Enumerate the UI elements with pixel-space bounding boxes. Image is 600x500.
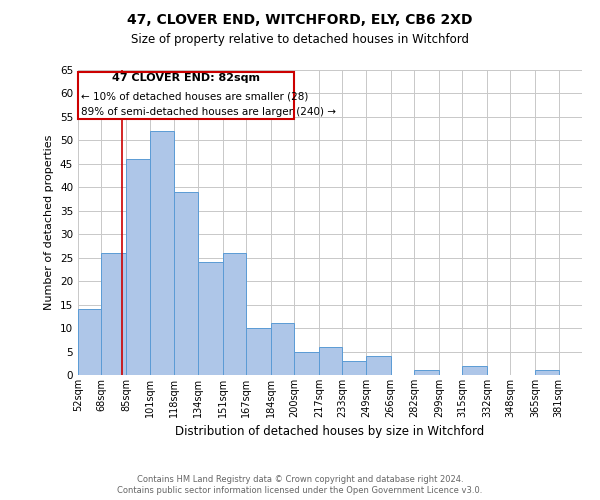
Text: 89% of semi-detached houses are larger (240) →: 89% of semi-detached houses are larger (… [81, 107, 336, 117]
Bar [414, 370, 439, 375]
Y-axis label: Number of detached properties: Number of detached properties [44, 135, 55, 310]
Bar [126, 159, 149, 375]
Text: Contains public sector information licensed under the Open Government Licence v3: Contains public sector information licen… [118, 486, 482, 495]
Bar [101, 253, 126, 375]
Text: Contains HM Land Registry data © Crown copyright and database right 2024.: Contains HM Land Registry data © Crown c… [137, 475, 463, 484]
Text: ← 10% of detached houses are smaller (28): ← 10% of detached houses are smaller (28… [81, 92, 308, 102]
X-axis label: Distribution of detached houses by size in Witchford: Distribution of detached houses by size … [175, 426, 485, 438]
Text: 47 CLOVER END: 82sqm: 47 CLOVER END: 82sqm [112, 74, 260, 84]
Text: Size of property relative to detached houses in Witchford: Size of property relative to detached ho… [131, 32, 469, 46]
Bar [246, 328, 271, 375]
Text: 47, CLOVER END, WITCHFORD, ELY, CB6 2XD: 47, CLOVER END, WITCHFORD, ELY, CB6 2XD [127, 12, 473, 26]
Bar [78, 310, 101, 375]
Bar [223, 253, 246, 375]
Bar [198, 262, 223, 375]
Bar [149, 131, 175, 375]
Bar [343, 361, 366, 375]
Bar [175, 192, 198, 375]
FancyBboxPatch shape [78, 72, 294, 120]
Bar [462, 366, 487, 375]
Bar [319, 347, 343, 375]
Bar [366, 356, 391, 375]
Bar [271, 324, 294, 375]
Bar [294, 352, 319, 375]
Bar [535, 370, 559, 375]
